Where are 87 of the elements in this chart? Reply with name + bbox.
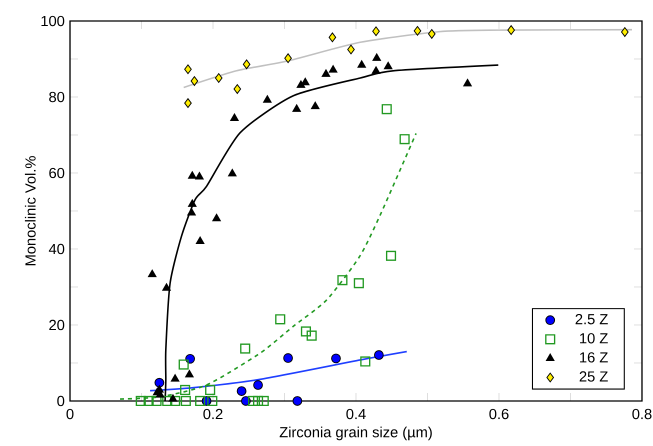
point (253, 380, 263, 390)
point (354, 278, 364, 288)
point (180, 396, 191, 406)
legend-label: 10 Z (580, 333, 608, 344)
point (621, 27, 629, 37)
point (372, 53, 382, 61)
point (195, 172, 204, 180)
point (184, 98, 192, 108)
point (372, 66, 380, 74)
y-axis-title: Monoclinic Vol.% (24, 156, 36, 266)
point (428, 29, 436, 39)
point (374, 350, 384, 360)
point (242, 59, 250, 70)
y-tick-label: 20 (49, 320, 64, 330)
line-series (149, 350, 408, 392)
point (337, 275, 348, 286)
point (414, 26, 422, 36)
point (263, 95, 272, 103)
point (136, 396, 146, 406)
point (328, 65, 338, 73)
point (300, 326, 312, 337)
point (386, 250, 396, 261)
point (187, 208, 196, 216)
point (207, 396, 218, 406)
point (310, 102, 320, 110)
point (292, 396, 302, 406)
point (144, 396, 154, 406)
point (178, 359, 189, 370)
x-tick-label: 0.4 (346, 408, 366, 420)
point (357, 60, 366, 68)
point (212, 214, 221, 222)
point (306, 330, 317, 341)
point (347, 44, 355, 54)
point (168, 394, 178, 402)
x-tick-label: 0.8 (632, 408, 652, 420)
point (162, 396, 172, 406)
point (180, 384, 190, 396)
point (283, 353, 293, 363)
x-tick-label: 0 (66, 408, 74, 420)
point (372, 26, 380, 36)
legend-label: 2.5 Z (576, 314, 608, 324)
line-series (182, 28, 633, 88)
point (248, 396, 258, 406)
point (463, 78, 472, 86)
point (331, 354, 341, 364)
point (384, 62, 392, 70)
point (188, 171, 197, 179)
legend-label: 25 Z (580, 371, 608, 382)
point (190, 76, 198, 86)
legend-label: 16 Z (580, 352, 608, 363)
point (228, 168, 237, 176)
point (360, 356, 370, 367)
x-tick-label: 0.2 (203, 408, 222, 420)
point (400, 134, 410, 144)
point (196, 236, 204, 244)
point (214, 73, 222, 83)
point (184, 64, 192, 74)
y-tick-label: 0 (57, 396, 64, 406)
point (236, 386, 246, 396)
point (170, 374, 180, 382)
point (148, 270, 157, 278)
point (252, 396, 264, 406)
point (205, 384, 216, 396)
point (284, 53, 292, 64)
point (170, 396, 180, 406)
point (230, 113, 239, 121)
point (240, 343, 250, 354)
point (195, 396, 206, 406)
point (188, 199, 197, 207)
point (275, 314, 286, 324)
point (292, 104, 301, 112)
x-tick-label: 0.6 (489, 408, 509, 420)
point (154, 378, 164, 388)
point (507, 25, 515, 35)
x-axis-title: Zirconia grain size (µm) (280, 426, 432, 440)
point (185, 370, 194, 378)
point (151, 396, 162, 406)
point (234, 84, 242, 94)
y-tick-label: 100 (41, 16, 64, 26)
point (258, 396, 269, 406)
point (162, 283, 171, 291)
point (322, 69, 330, 77)
y-tick-label: 40 (48, 244, 64, 254)
point (382, 104, 392, 114)
y-tick-label: 60 (49, 168, 64, 178)
y-tick-label: 80 (49, 92, 64, 102)
point (328, 32, 336, 42)
